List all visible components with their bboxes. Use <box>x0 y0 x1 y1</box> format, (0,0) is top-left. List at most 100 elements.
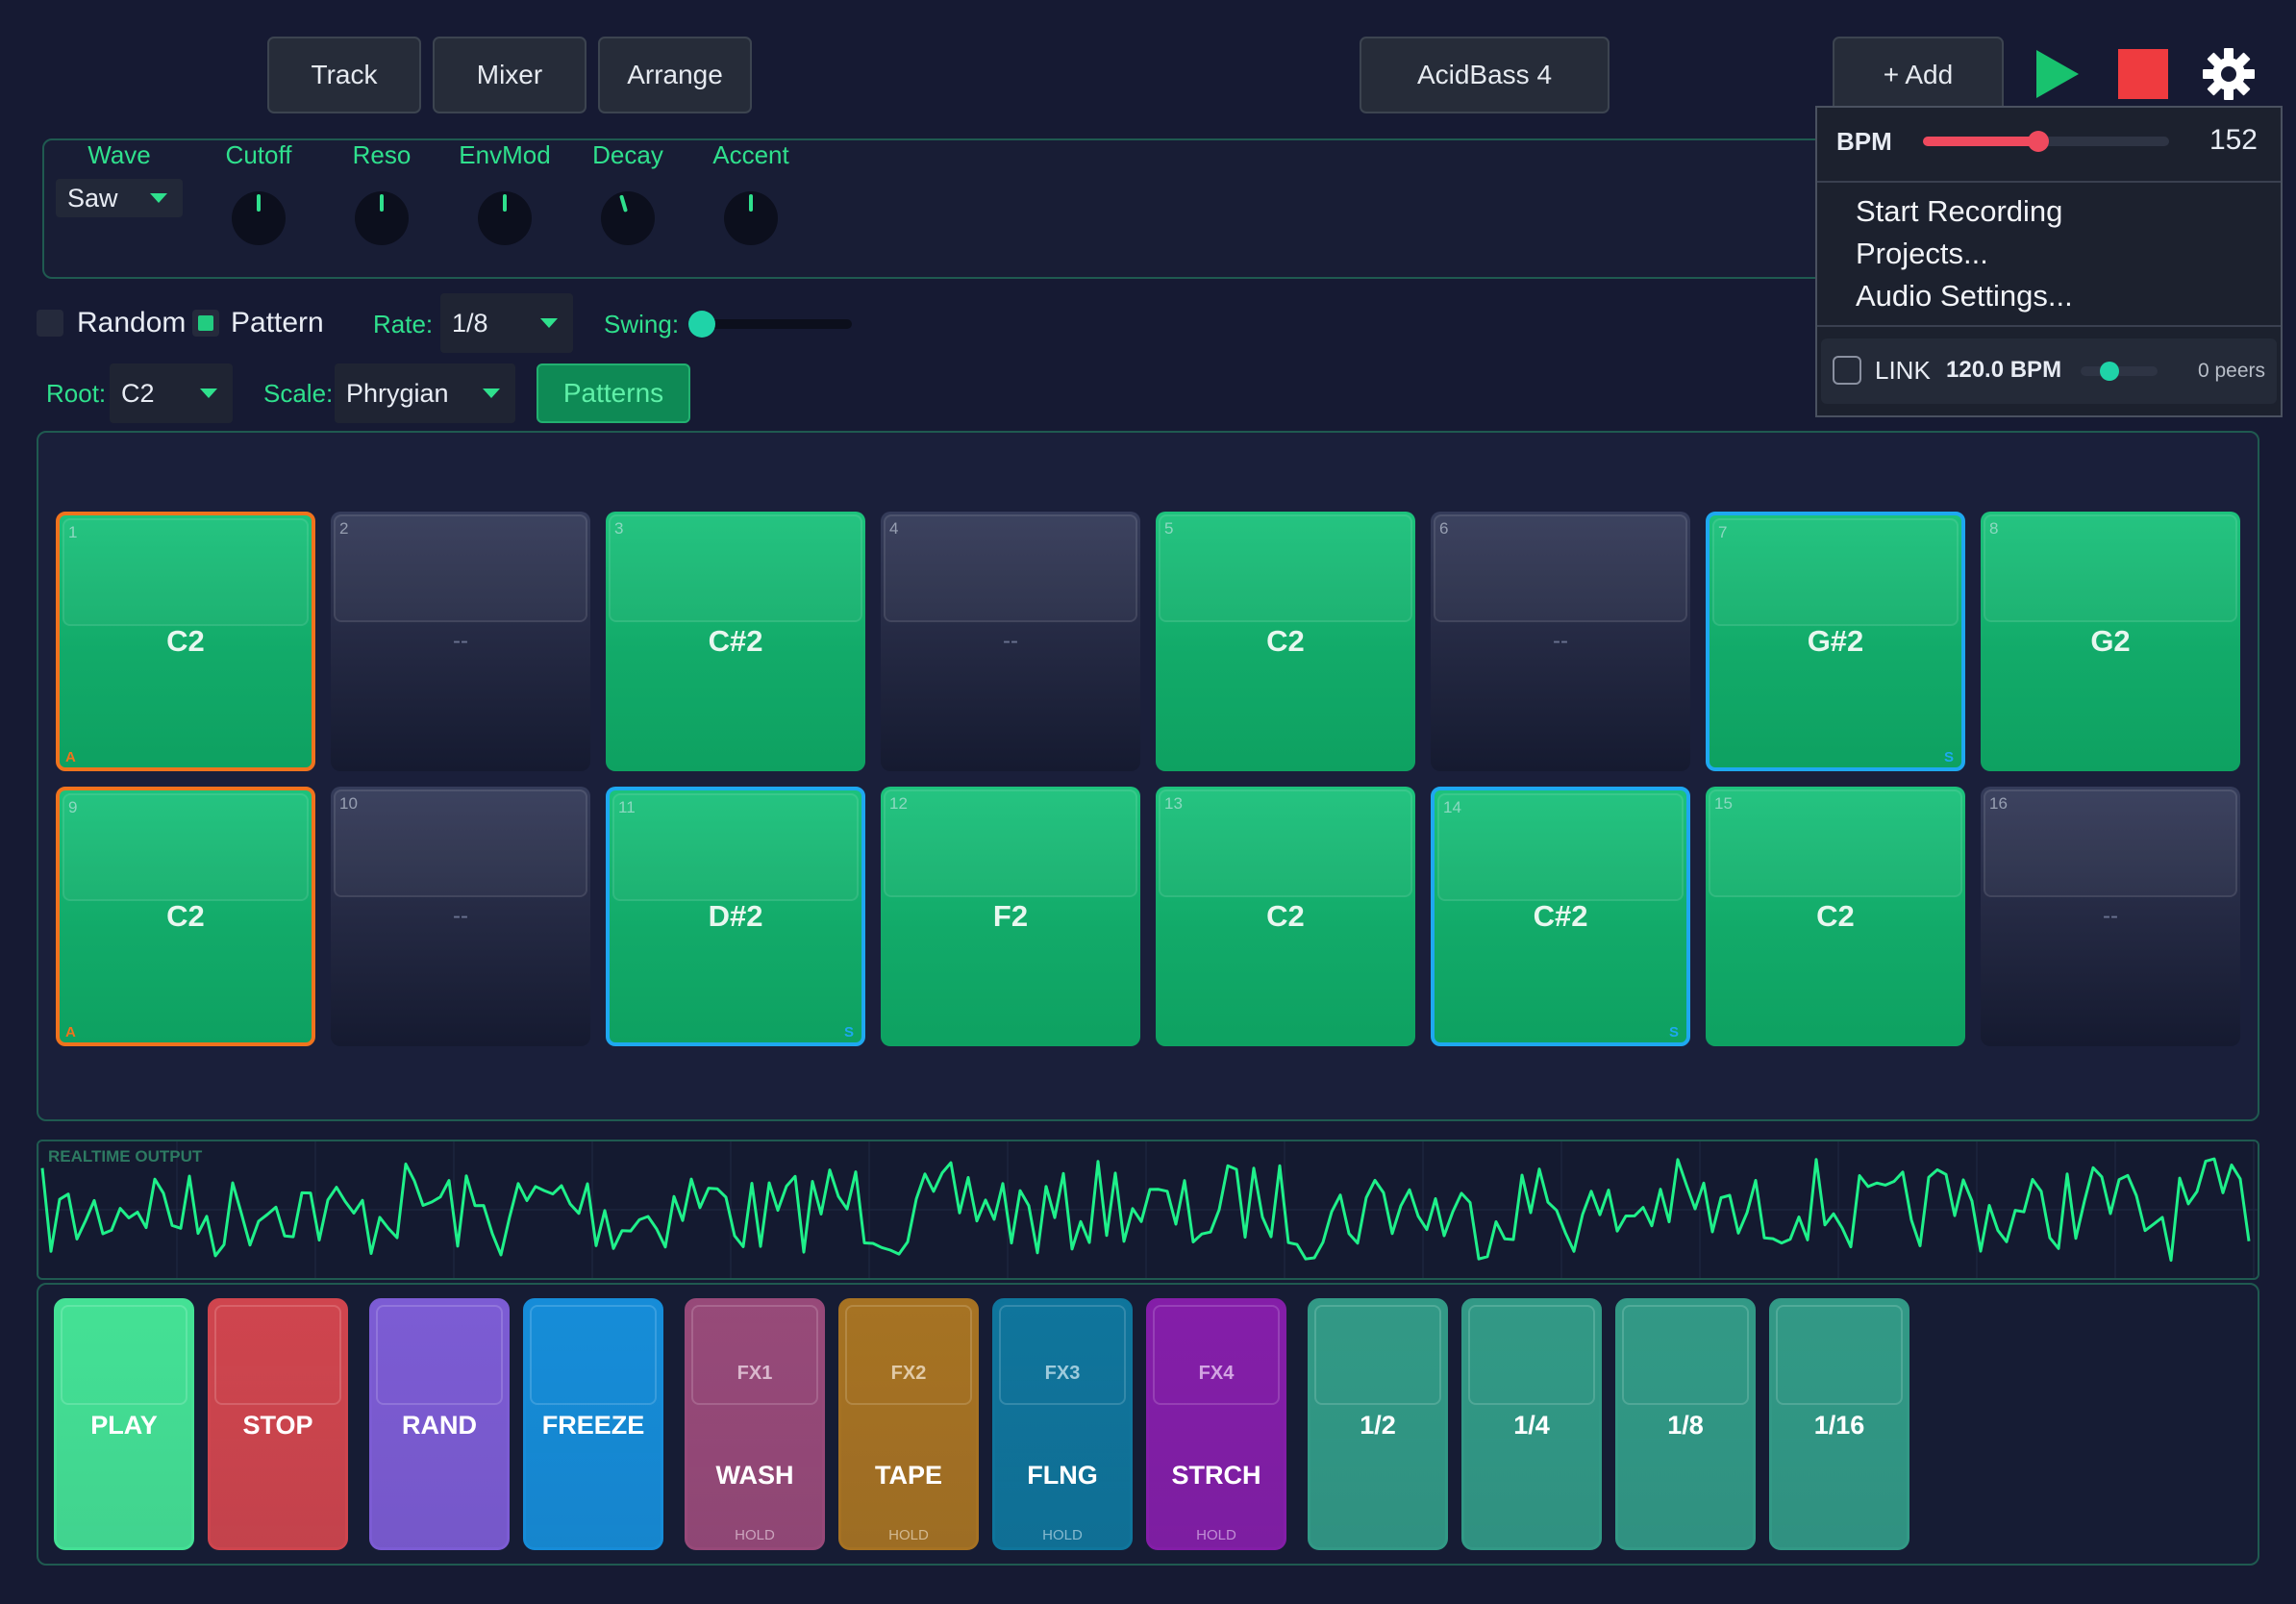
perf-highlight <box>1314 1305 1441 1405</box>
perf-button-1-8[interactable]: 1/8 <box>1615 1298 1756 1550</box>
pad-note: C#2 <box>1533 899 1588 933</box>
random-label: Random <box>77 307 187 338</box>
knob-2[interactable]: EnvMod <box>452 140 558 245</box>
pad-note: C2 <box>166 899 205 933</box>
step-pad-5[interactable]: 5 C2 <box>1156 512 1415 771</box>
menu-item-audio-settings[interactable]: Audio Settings... <box>1856 279 2073 313</box>
step-pad-10[interactable]: 10 -- <box>331 787 590 1046</box>
perf-button-1-16[interactable]: 1/16 <box>1769 1298 1909 1550</box>
pad-highlight <box>1159 514 1412 622</box>
perf-label: STRCH <box>1171 1461 1261 1490</box>
chevron-down-icon <box>200 388 217 398</box>
perf-hold: HOLD <box>735 1527 775 1543</box>
random-checkbox[interactable] <box>37 310 63 337</box>
root-label: Root: <box>46 379 107 408</box>
perf-fx-slot: FX2 <box>890 1363 927 1384</box>
tab-track[interactable]: Track <box>267 37 421 113</box>
bpm-slider-thumb[interactable] <box>2028 131 2050 152</box>
gear-icon[interactable] <box>2201 46 2257 102</box>
track-name-button[interactable]: AcidBass 4 <box>1360 37 1610 113</box>
perf-button-rand[interactable]: RAND <box>369 1298 510 1550</box>
slide-marker: S <box>843 1024 854 1040</box>
step-pad-9[interactable]: 9 C2 A <box>56 787 315 1046</box>
knob-dial[interactable] <box>231 190 287 246</box>
step-pad-16[interactable]: 16 -- <box>1981 787 2240 1046</box>
pad-note: C2 <box>1266 899 1305 933</box>
pad-note: G#2 <box>1807 624 1864 658</box>
knob-dial[interactable] <box>600 190 656 246</box>
tab-arrange[interactable]: Arrange <box>598 37 752 113</box>
perf-button-wash[interactable]: FX1 WASH HOLD <box>685 1298 825 1550</box>
tab-arrange-label: Arrange <box>627 60 723 89</box>
knob-3[interactable]: Decay <box>575 140 681 245</box>
perf-button-1-2[interactable]: 1/2 <box>1308 1298 1448 1550</box>
perf-button-strch[interactable]: FX4 STRCH HOLD <box>1146 1298 1286 1550</box>
step-pad-6[interactable]: 6 -- <box>1431 512 1690 771</box>
step-pad-1[interactable]: 1 C2 A <box>56 512 315 771</box>
step-pad-7[interactable]: 7 G#2 S <box>1706 512 1965 771</box>
knob-0[interactable]: Cutoff <box>206 140 312 245</box>
knob-1[interactable]: Reso <box>329 140 435 245</box>
link-peers: 0 peers <box>2197 360 2265 382</box>
step-pad-3[interactable]: 3 C#2 <box>606 512 865 771</box>
perf-fx-slot: FX3 <box>1044 1363 1081 1384</box>
tab-mixer-label: Mixer <box>476 60 543 89</box>
perf-button-flng[interactable]: FX3 FLNG HOLD <box>992 1298 1133 1550</box>
menu-item-start-recording[interactable]: Start Recording <box>1856 194 2063 228</box>
stop-icon[interactable] <box>2118 49 2168 99</box>
pad-number: 7 <box>1718 523 1728 541</box>
perf-highlight <box>1622 1305 1749 1405</box>
swing-slider[interactable] <box>688 311 852 338</box>
step-pad-2[interactable]: 2 -- <box>331 512 590 771</box>
rate-select[interactable]: 1/8 <box>440 293 573 353</box>
checkmark-icon <box>198 315 213 331</box>
accent-marker: A <box>65 749 76 765</box>
step-pad-13[interactable]: 13 C2 <box>1156 787 1415 1046</box>
perf-label: RAND <box>402 1411 477 1440</box>
add-button[interactable]: + Add <box>1833 37 2004 113</box>
step-pad-12[interactable]: 12 F2 <box>881 787 1140 1046</box>
perf-button-1-4[interactable]: 1/4 <box>1461 1298 1602 1550</box>
rate-value: 1/8 <box>452 308 488 338</box>
link-slider-thumb[interactable] <box>2100 362 2120 381</box>
perf-label: STOP <box>242 1411 313 1440</box>
pad-number: 15 <box>1714 794 1733 813</box>
pattern-checkbox[interactable] <box>192 310 219 337</box>
wave-value: Saw <box>67 183 118 213</box>
synth-panel <box>42 138 1888 279</box>
step-pad-4[interactable]: 4 -- <box>881 512 1140 771</box>
perf-label: TAPE <box>874 1461 942 1490</box>
pad-note: F2 <box>992 899 1029 933</box>
step-pad-14[interactable]: 14 C#2 S <box>1431 787 1690 1046</box>
perf-highlight <box>691 1305 818 1405</box>
step-pad-11[interactable]: 11 D#2 S <box>606 787 865 1046</box>
menu-item-projects[interactable]: Projects... <box>1856 237 1988 270</box>
patterns-button[interactable]: Patterns <box>537 363 690 423</box>
knob-dial[interactable] <box>477 190 533 246</box>
knob-dial[interactable] <box>354 190 410 246</box>
perf-button-tape[interactable]: FX2 TAPE HOLD <box>838 1298 979 1550</box>
perf-hold: HOLD <box>1042 1527 1083 1543</box>
knob-dial[interactable] <box>723 190 779 246</box>
step-pad-8[interactable]: 8 G2 <box>1981 512 2240 771</box>
knob-4[interactable]: Accent <box>698 140 804 245</box>
perf-button-stop[interactable]: STOP <box>208 1298 348 1550</box>
tab-mixer[interactable]: Mixer <box>433 37 586 113</box>
bpm-slider[interactable] <box>1923 131 2169 152</box>
perf-button-freeze[interactable]: FREEZE <box>523 1298 663 1550</box>
chevron-down-icon <box>540 318 558 328</box>
link-checkbox[interactable] <box>1833 356 1861 385</box>
perf-highlight <box>530 1305 657 1405</box>
pad-highlight <box>62 793 309 901</box>
play-icon[interactable] <box>2033 48 2081 100</box>
swing-slider-thumb[interactable] <box>688 311 715 338</box>
pad-number: 12 <box>889 794 908 813</box>
link-slider[interactable] <box>2081 362 2158 381</box>
scale-select[interactable]: Phrygian <box>335 363 515 423</box>
perf-button-play[interactable]: PLAY <box>54 1298 194 1550</box>
menu-divider <box>1817 325 2281 327</box>
step-pad-15[interactable]: 15 C2 <box>1706 787 1965 1046</box>
perf-fx-slot: FX1 <box>736 1363 773 1384</box>
root-select[interactable]: C2 <box>110 363 233 423</box>
wave-select[interactable]: Saw <box>56 179 183 217</box>
